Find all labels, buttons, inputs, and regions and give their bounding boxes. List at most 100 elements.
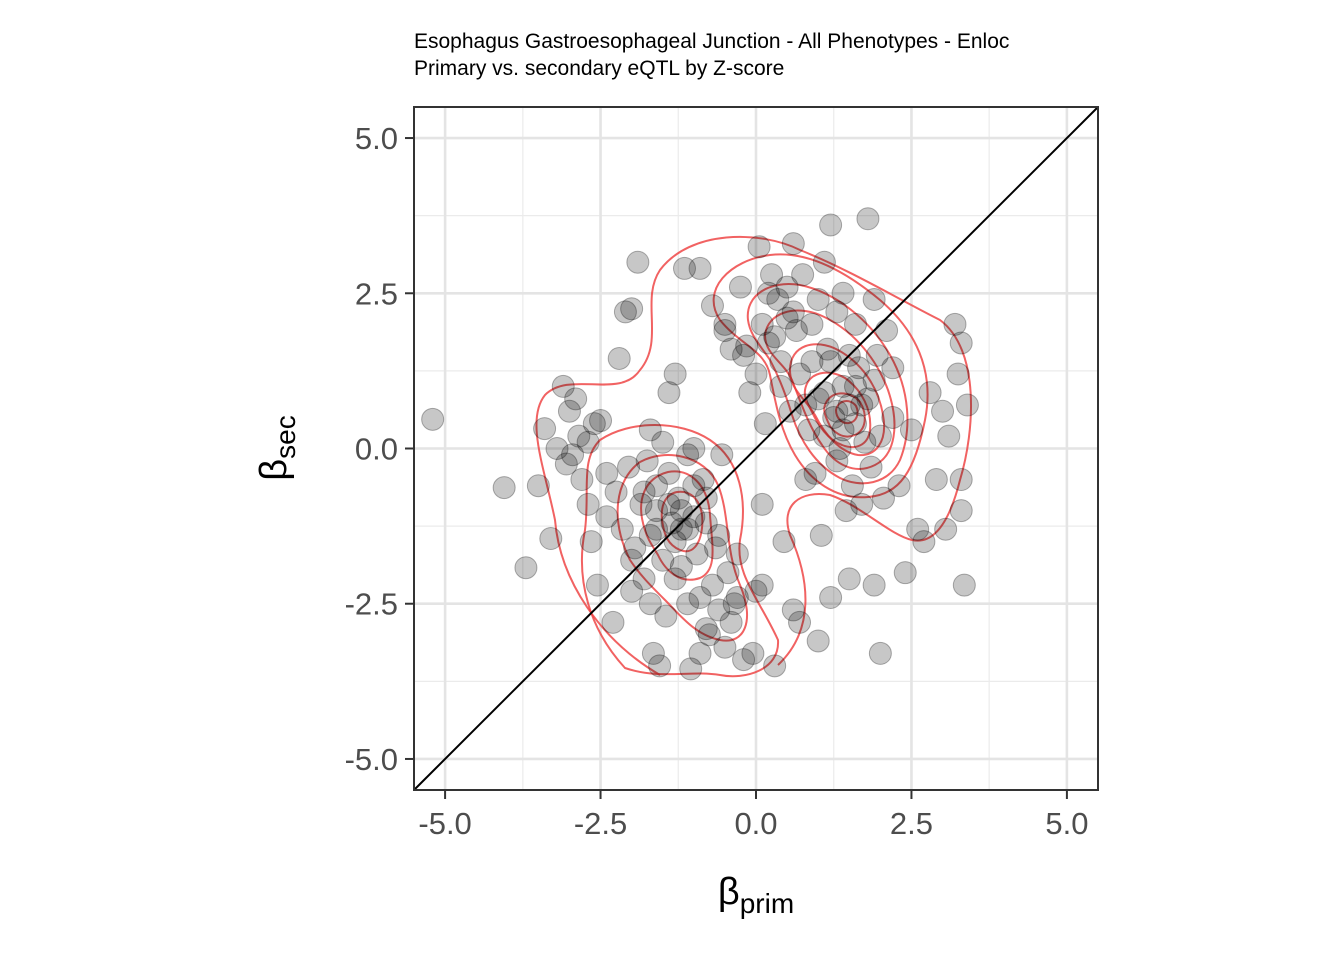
data-point <box>570 468 594 492</box>
data-point <box>856 387 880 411</box>
x-tick-label: 5.0 <box>1045 806 1088 841</box>
data-point <box>800 350 824 374</box>
data-point <box>676 443 700 467</box>
data-point <box>862 573 886 597</box>
x-axis-label-subscript: prim <box>740 888 794 919</box>
data-point <box>871 486 895 510</box>
data-point <box>514 556 538 580</box>
data-point <box>620 548 644 572</box>
data-point <box>862 287 886 311</box>
data-point <box>666 486 690 510</box>
data-point <box>794 393 818 417</box>
data-point <box>617 455 641 479</box>
chart-title: Esophagus Gastroesophageal Junction - Al… <box>414 30 1009 53</box>
data-point <box>710 443 734 467</box>
y-axis-label: βsec <box>253 415 301 480</box>
data-point <box>816 337 840 361</box>
data-point <box>725 586 749 610</box>
data-point <box>613 300 637 324</box>
y-axis-label-subscript: sec <box>270 415 301 459</box>
data-point <box>952 573 976 597</box>
data-point <box>822 405 846 429</box>
data-point <box>676 592 700 616</box>
data-point <box>669 499 693 523</box>
data-point <box>781 232 805 256</box>
data-point <box>585 573 609 597</box>
density-contour-left-2 <box>581 424 780 678</box>
data-point <box>800 312 824 336</box>
data-point <box>837 567 861 591</box>
data-point <box>794 468 818 492</box>
density-contour-outer <box>535 235 973 676</box>
data-point <box>831 281 855 305</box>
data-point <box>626 250 650 274</box>
data-point <box>744 362 768 386</box>
data-point <box>713 319 737 343</box>
data-point <box>632 567 656 591</box>
y-tick-label: -2.5 <box>345 587 398 622</box>
data-point <box>657 461 681 485</box>
y-tick-label: -5.0 <box>345 742 398 777</box>
data-point <box>700 573 724 597</box>
data-point <box>688 641 712 665</box>
data-point <box>651 548 675 572</box>
data-point <box>819 586 843 610</box>
data-point <box>775 275 799 299</box>
data-point <box>638 523 662 547</box>
data-point <box>663 530 687 554</box>
data-point <box>545 437 569 460</box>
data-point <box>663 567 687 591</box>
data-point <box>676 517 700 541</box>
data-point <box>806 387 830 411</box>
data-point <box>865 343 889 367</box>
data-point <box>812 381 836 405</box>
data-point <box>564 387 588 411</box>
data-point <box>682 474 706 498</box>
data-point <box>421 407 445 431</box>
data-point <box>778 399 802 423</box>
data-point <box>557 399 581 423</box>
data-point <box>934 517 958 541</box>
data-point <box>632 480 656 504</box>
data-point <box>725 542 749 566</box>
data-point <box>812 424 836 448</box>
data-point <box>875 319 899 343</box>
y-axis-label-symbol: β <box>253 459 295 481</box>
data-point <box>756 281 780 305</box>
density-contour-right-3 <box>746 283 909 485</box>
chart-subtitle: Primary vs. secondary eQTL by Z-score <box>414 57 784 80</box>
data-point <box>756 331 780 355</box>
data-point <box>576 430 600 454</box>
data-point <box>937 424 961 448</box>
data-point <box>949 468 973 492</box>
data-point <box>722 592 746 616</box>
data-point <box>791 263 815 287</box>
data-point <box>595 505 619 529</box>
data-point <box>868 424 892 448</box>
data-point <box>806 629 830 653</box>
density-contours <box>535 235 973 678</box>
data-point <box>719 337 743 361</box>
data-point <box>645 517 669 541</box>
data-point <box>682 437 706 460</box>
data-point <box>623 536 647 560</box>
data-point <box>781 300 805 324</box>
data-point <box>732 343 756 367</box>
x-tick-label: -2.5 <box>574 806 627 841</box>
data-point <box>648 654 672 678</box>
data-point <box>741 641 765 665</box>
data-point <box>859 455 883 479</box>
data-point <box>784 319 808 343</box>
data-point <box>551 374 575 398</box>
data-point <box>760 263 784 287</box>
data-point <box>601 610 625 634</box>
data-point <box>669 517 693 541</box>
data-point <box>688 586 712 610</box>
data-point <box>906 517 930 541</box>
data-point <box>638 418 662 442</box>
data-point <box>697 623 721 647</box>
density-contour-right-8 <box>834 400 859 425</box>
data-point <box>856 207 880 231</box>
data-point <box>604 480 628 504</box>
data-point <box>576 492 600 516</box>
